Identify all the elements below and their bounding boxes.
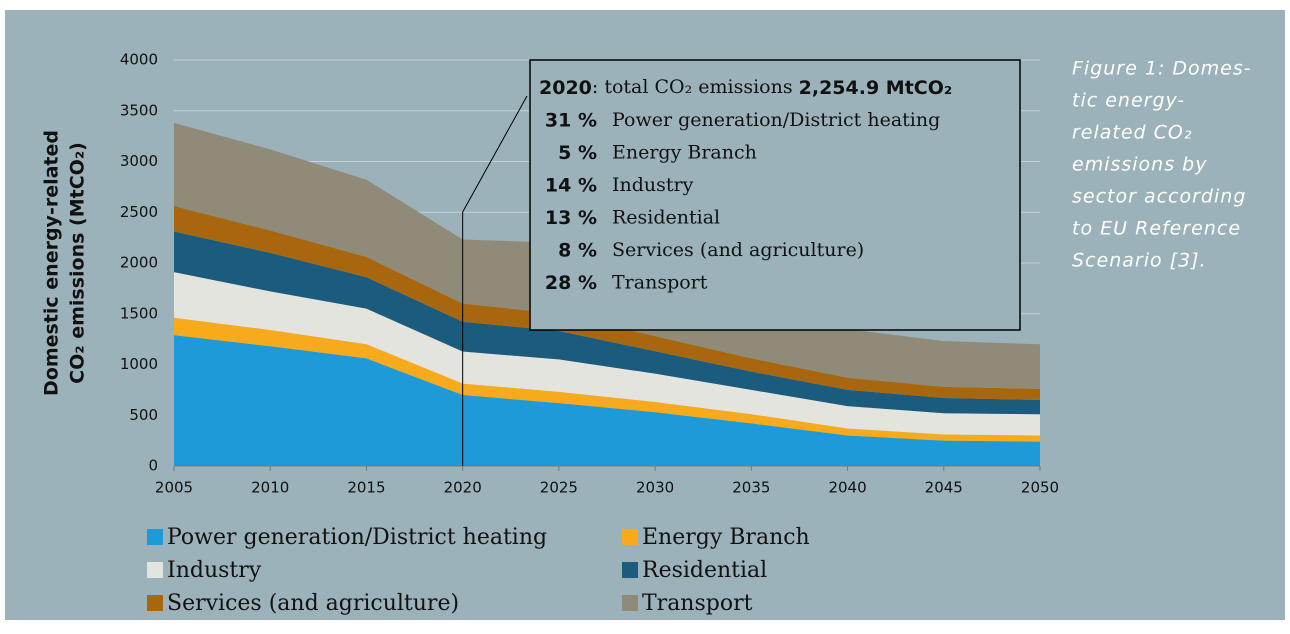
annotation-pct: 28 %: [545, 272, 597, 294]
x-tick-label: 2045: [925, 479, 963, 497]
legend-label: Energy Branch: [642, 525, 810, 550]
x-tick-label: 2040: [828, 479, 866, 497]
annotation-year: 2020: [539, 77, 592, 99]
annotation-label: Residential: [612, 207, 720, 229]
legend-swatch: [622, 529, 638, 545]
annotation-label: Transport: [612, 272, 708, 294]
legend-swatch: [622, 595, 638, 611]
annotation-pct: 13 %: [545, 207, 597, 229]
legend-swatch: [147, 595, 163, 611]
annotation-pct: 31 %: [545, 110, 597, 132]
y-axis-label: Domestic energy-related: [41, 130, 63, 396]
area: [174, 122, 1040, 389]
area: [174, 335, 1040, 466]
annotation-pct: 5 %: [558, 142, 597, 164]
annotation-total: 2,254.9 MtCO₂: [799, 77, 953, 99]
legend-label: Power generation/District heating: [167, 525, 547, 550]
legend-label: Services (and agriculture): [167, 591, 459, 616]
annotation-label: Services (and agriculture): [612, 239, 864, 261]
caption: Figure 1: Domes-: [1072, 58, 1252, 80]
caption: related CO₂: [1072, 122, 1193, 144]
y-tick-label: 3000: [120, 152, 158, 170]
legend-label: Transport: [642, 591, 753, 616]
y-tick-label: 500: [129, 406, 158, 424]
caption: emissions by: [1072, 154, 1207, 176]
annotation-label: Energy Branch: [612, 142, 757, 164]
x-tick-label: 2030: [636, 479, 674, 497]
annotation-header: 2020: total CO₂ emissions 2,254.9 MtCO₂: [539, 76, 952, 99]
y-tick-label: 3500: [120, 101, 158, 119]
x-tick-label: 2015: [347, 479, 385, 497]
y-tick-label: 2500: [120, 203, 158, 221]
y-tick-label: 2000: [120, 254, 158, 272]
x-tick-label: 2035: [732, 479, 770, 497]
caption: tic energy-: [1072, 90, 1185, 112]
legend-swatch: [622, 562, 638, 578]
y-tick-label: 0: [148, 457, 158, 475]
annotation-text: : total CO₂ emissions: [592, 76, 799, 98]
x-tick-label: 2050: [1021, 479, 1059, 497]
caption: to EU Reference: [1072, 218, 1241, 240]
y-tick-label: 4000: [120, 51, 158, 69]
pointer: [462, 95, 528, 213]
annotation-pct: 8 %: [558, 240, 597, 262]
legend-swatch: [147, 562, 163, 578]
x-tick-label: 2005: [155, 479, 193, 497]
y-axis-label: CO₂ emissions (MtCO₂): [67, 142, 89, 384]
annotation-pct: 14 %: [545, 175, 597, 197]
annotation-label: Power generation/District heating: [612, 109, 940, 131]
x-tick-label: 2010: [251, 479, 289, 497]
y-tick-label: 1000: [120, 355, 158, 373]
y-tick-label: 1500: [120, 304, 158, 322]
x-tick-label: 2025: [540, 479, 578, 497]
caption: sector according: [1072, 186, 1246, 208]
area: [174, 272, 1040, 436]
annotation-label: Industry: [612, 174, 694, 196]
legend-label: Residential: [642, 558, 767, 583]
x-tick-label: 2020: [444, 479, 482, 497]
legend-label: Industry: [167, 558, 262, 583]
annotation-box: [529, 59, 1021, 331]
area: [174, 317, 1040, 442]
legend-swatch: [147, 529, 163, 545]
caption: Scenario [3].: [1072, 250, 1207, 272]
